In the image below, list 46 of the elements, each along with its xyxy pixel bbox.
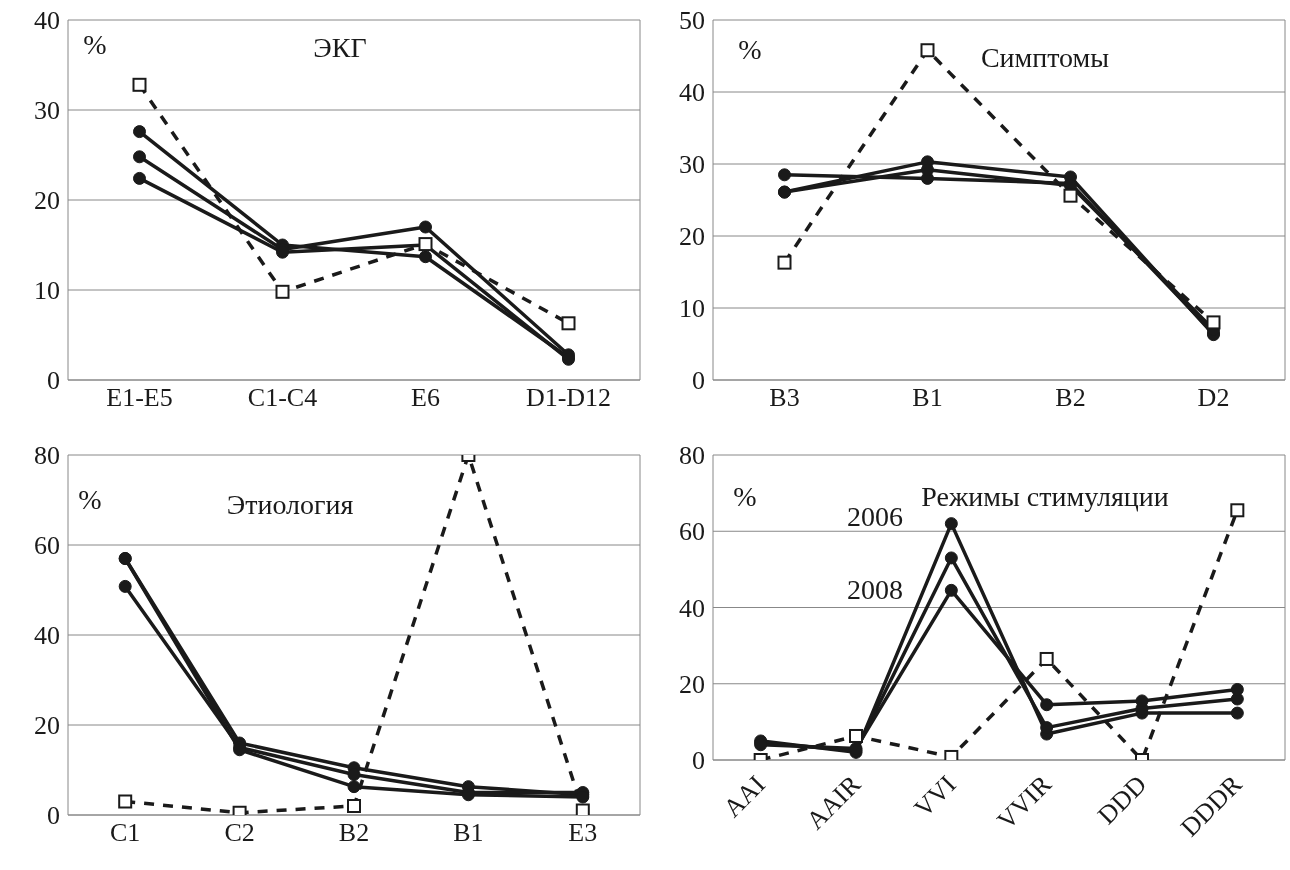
x-tick-label: B2 xyxy=(1055,383,1086,413)
x-tick-label: B1 xyxy=(912,383,943,413)
y-tick-label: 40 xyxy=(679,78,705,108)
x-tick-label: D2 xyxy=(1197,383,1230,413)
x-tick-label: B1 xyxy=(453,818,484,848)
x-tick-label: AAI xyxy=(717,769,771,823)
y-tick-label: 10 xyxy=(679,294,705,324)
x-tick-label: B3 xyxy=(769,383,800,413)
y-tick-label: 20 xyxy=(34,711,60,741)
y-tick-label: 0 xyxy=(47,366,60,396)
y-tick-label: 20 xyxy=(679,669,705,699)
text: Режимы стимуляции xyxy=(921,481,1169,513)
y-tick-label: 30 xyxy=(679,150,705,180)
annotation: % xyxy=(733,481,757,513)
y-tick-label: 40 xyxy=(34,621,60,651)
annotation: % xyxy=(83,29,107,61)
chart-title: ЭКГ xyxy=(313,32,367,64)
annotation: 2006 xyxy=(847,501,903,533)
x-tick-label: VVI xyxy=(908,769,962,823)
y-tick-label: 0 xyxy=(47,801,60,831)
x-tick-label: D1-D12 xyxy=(525,383,612,413)
annotation: % xyxy=(738,34,762,66)
x-tick-label: C1 xyxy=(110,818,141,848)
y-tick-label: 50 xyxy=(679,6,705,36)
x-tick-label: E6 xyxy=(411,383,440,413)
y-tick-label: 40 xyxy=(34,6,60,36)
y-tick-label: 30 xyxy=(34,96,60,126)
x-tick-label: C2 xyxy=(224,818,255,848)
y-tick-label: 20 xyxy=(679,222,705,252)
y-tick-label: 60 xyxy=(679,517,705,547)
annotation: 2008 xyxy=(847,574,903,606)
x-tick-label: C1-C4 xyxy=(247,383,318,413)
x-tick-label: E1-E5 xyxy=(106,383,173,413)
x-tick-label: E3 xyxy=(568,818,598,848)
text: Симптомы xyxy=(980,42,1110,74)
y-tick-label: 80 xyxy=(34,441,60,471)
x-tick-label: B2 xyxy=(338,818,370,848)
y-tick-label: 0 xyxy=(692,746,705,776)
y-tick-label: 20 xyxy=(34,186,60,216)
text: Этиология xyxy=(226,489,354,521)
y-tick-label: 10 xyxy=(34,276,60,306)
annotation: % xyxy=(78,484,102,516)
y-tick-label: 60 xyxy=(34,531,60,561)
y-tick-label: 40 xyxy=(679,593,705,623)
y-tick-label: 80 xyxy=(679,441,705,471)
y-tick-label: 0 xyxy=(692,366,705,396)
